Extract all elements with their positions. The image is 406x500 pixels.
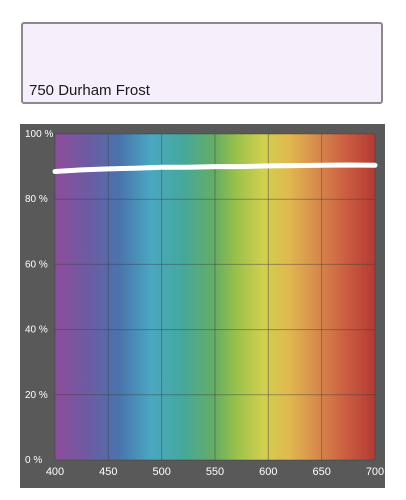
transmission-line-0 [52,162,378,174]
y-tick-label-100: 100 % [25,129,53,140]
filter-name: 750 Durham Frost [29,82,150,99]
y-tick-label-20: 20 % [25,390,48,401]
transmission-chart-svg: 400 450 500 550 600 650 700 0 % 20 % 40 % 60 % 80 %… [20,124,385,488]
x-tick-label-600: 600 [259,466,277,478]
x-tick-label-400: 400 [46,466,64,478]
spectrum-background [55,134,375,460]
y-tick-label-80: 80 % [25,194,48,205]
y-tick-label-0: 0 % [25,455,42,466]
x-tick-label-450: 450 [99,466,117,478]
x-tick-label-550: 550 [206,466,224,478]
y-tick-label-60: 60 % [25,259,48,270]
x-tick-label-500: 500 [152,466,170,478]
y-tick-label-40: 40 % [25,325,48,336]
transmission-chart: 400 450 500 550 600 650 700 0 % 20 % 40 % 60 % 80 %… [20,124,385,488]
x-tick-label-700: 700 [366,466,384,478]
color-swatch-card: 750 Durham Frost [21,22,383,104]
x-tick-label-650: 650 [312,466,330,478]
